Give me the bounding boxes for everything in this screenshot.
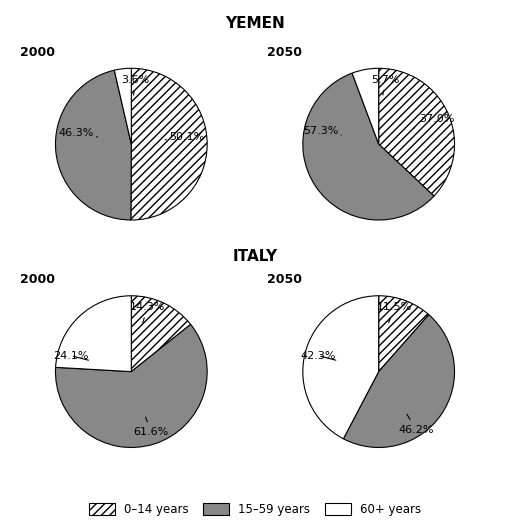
Text: ITALY: ITALY bbox=[232, 249, 277, 264]
Text: 46.2%: 46.2% bbox=[398, 414, 433, 435]
Wedge shape bbox=[343, 315, 454, 448]
Legend: 0–14 years, 15–59 years, 60+ years: 0–14 years, 15–59 years, 60+ years bbox=[84, 498, 425, 521]
Text: 24.1%: 24.1% bbox=[53, 351, 88, 361]
Text: 2000: 2000 bbox=[20, 46, 54, 59]
Text: 2050: 2050 bbox=[267, 273, 301, 286]
Text: 3.6%: 3.6% bbox=[122, 75, 150, 95]
Text: YEMEN: YEMEN bbox=[224, 16, 285, 31]
Text: 5.7%: 5.7% bbox=[371, 75, 399, 95]
Text: 50.1%: 50.1% bbox=[165, 132, 204, 142]
Wedge shape bbox=[351, 68, 378, 144]
Wedge shape bbox=[378, 296, 428, 371]
Wedge shape bbox=[131, 68, 207, 220]
Wedge shape bbox=[378, 68, 454, 196]
Text: 11.5%: 11.5% bbox=[376, 303, 412, 323]
Wedge shape bbox=[302, 296, 378, 439]
Text: 61.6%: 61.6% bbox=[133, 417, 168, 437]
Wedge shape bbox=[302, 73, 433, 220]
Wedge shape bbox=[131, 296, 190, 371]
Text: 2000: 2000 bbox=[20, 273, 54, 286]
Wedge shape bbox=[55, 70, 131, 220]
Text: 46.3%: 46.3% bbox=[58, 129, 97, 139]
Text: 2050: 2050 bbox=[267, 46, 301, 59]
Wedge shape bbox=[114, 68, 131, 144]
Text: 42.3%: 42.3% bbox=[300, 351, 335, 361]
Wedge shape bbox=[55, 324, 207, 448]
Wedge shape bbox=[55, 296, 131, 371]
Text: 14.3%: 14.3% bbox=[129, 303, 165, 323]
Text: 37.0%: 37.0% bbox=[414, 114, 454, 128]
Text: 57.3%: 57.3% bbox=[302, 126, 341, 136]
